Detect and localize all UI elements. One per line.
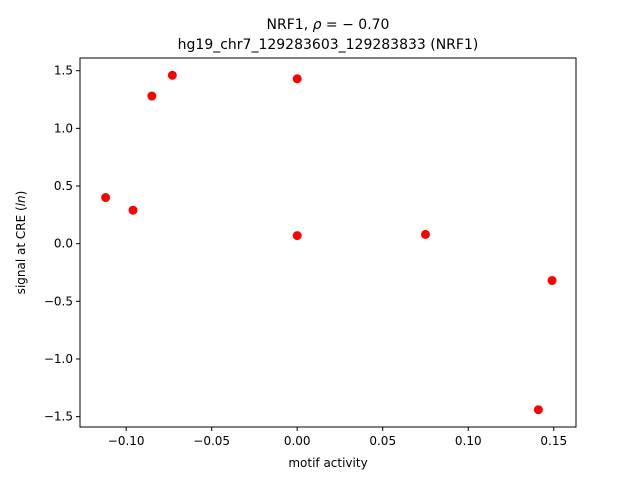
- x-tick-label: −0.10: [108, 434, 145, 448]
- data-point: [167, 70, 177, 80]
- x-tick-label: 0.15: [540, 434, 567, 448]
- data-point: [292, 231, 302, 241]
- data-point: [547, 276, 557, 286]
- chart-title-line2: hg19_chr7_129283603_129283833 (NRF1): [178, 37, 479, 53]
- x-tick-label: 0.05: [369, 434, 396, 448]
- x-axis-ticks: −0.10 −0.05 0.00 0.05 0.10 0.15: [108, 427, 567, 448]
- data-point: [128, 205, 138, 215]
- y-tick-label: −0.5: [44, 294, 73, 308]
- y-tick-label: 1.0: [54, 121, 73, 135]
- y-tick-label: 0.5: [54, 179, 73, 193]
- x-tick-label: 0.10: [455, 434, 482, 448]
- y-tick-label: 0.0: [54, 237, 73, 251]
- data-point: [101, 193, 111, 203]
- x-tick-label: −0.05: [193, 434, 230, 448]
- y-tick-label: 1.5: [54, 64, 73, 78]
- y-axis-ticks: −1.5 −1.0 −0.5 0.0 0.5 1.0 1.5: [44, 64, 80, 424]
- data-point: [292, 74, 302, 84]
- chart-title-line1: NRF1, ρ = − 0.70: [267, 17, 390, 33]
- data-points: [101, 70, 557, 415]
- data-point: [533, 405, 543, 415]
- y-tick-label: −1.0: [44, 352, 73, 366]
- data-point: [147, 91, 157, 101]
- x-tick-label: 0.00: [284, 434, 311, 448]
- data-point: [420, 229, 430, 239]
- plot-area-frame: [79, 57, 577, 428]
- y-axis-label: signal at CRE (ln): [14, 191, 28, 295]
- y-tick-label: −1.5: [44, 410, 73, 424]
- x-axis-label: motif activity: [288, 456, 367, 470]
